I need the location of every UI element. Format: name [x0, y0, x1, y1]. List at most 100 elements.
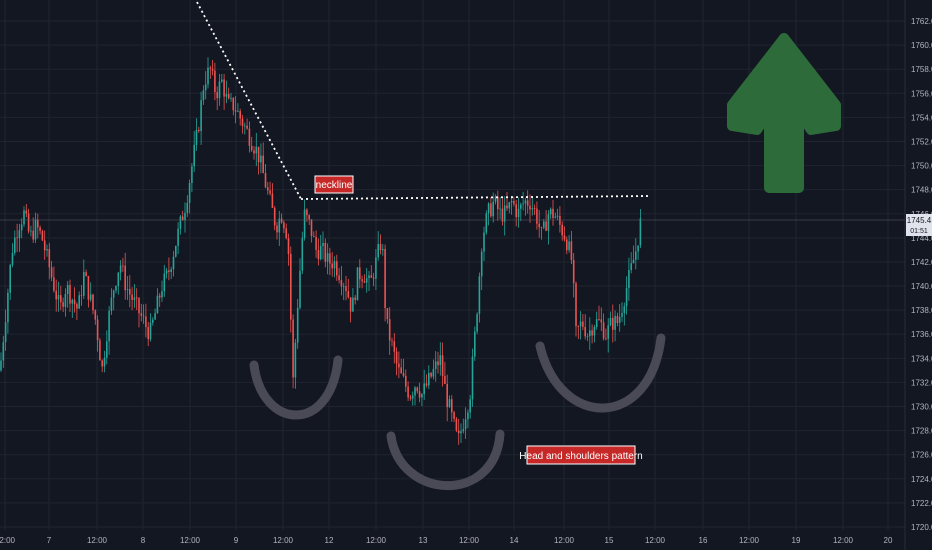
candle-body [621, 313, 623, 317]
x-tick-label: 9 [234, 536, 239, 545]
candle-body [273, 207, 276, 226]
candle-body [503, 205, 506, 222]
y-tick-label: 1756.0 [911, 89, 932, 98]
candle-body [356, 267, 359, 301]
candle-body [232, 97, 235, 111]
candle-body [76, 304, 78, 309]
candle-body [41, 231, 44, 241]
y-tick-label: 1748.0 [911, 186, 932, 195]
candle-body [165, 270, 168, 274]
candle-body [365, 278, 368, 283]
candle-body [23, 210, 25, 225]
candle-body [301, 237, 304, 271]
candle-body [388, 319, 391, 341]
candle-body [554, 216, 557, 218]
candle-body [637, 245, 639, 252]
candle-body [83, 272, 85, 296]
candle-body [593, 327, 596, 336]
candle-body [469, 399, 471, 413]
neckline-label-text: neckline [316, 180, 353, 191]
candle-body [333, 261, 336, 269]
y-tick-label: 1740.0 [911, 282, 932, 291]
candle-body [225, 94, 228, 97]
x-tick-label: 14 [510, 536, 519, 545]
candle-body [584, 326, 586, 337]
candle-body [117, 272, 120, 287]
price-axis[interactable]: 1762.0 1760.0 1758.0 1756.0 1754.0 1752.0 1750… [911, 17, 932, 532]
y-tick-label: 1752.0 [911, 137, 932, 146]
candle-body [269, 190, 271, 194]
candle-body [595, 319, 598, 328]
candle-body [628, 270, 630, 289]
candle-body [386, 308, 389, 320]
candle-body [395, 351, 398, 364]
candle-body [60, 295, 62, 303]
candle-body [492, 201, 494, 217]
candle-body [16, 237, 18, 239]
candle-body [524, 200, 527, 204]
candle-body [73, 299, 76, 305]
candle-body [605, 338, 607, 340]
candle-body [612, 317, 614, 330]
candle-body [561, 224, 563, 236]
candle-body [310, 219, 313, 237]
candle-body [455, 418, 458, 431]
candle-body [9, 264, 11, 293]
time-axis[interactable]: 12:00 7 12:00 8 12:00 9 12:00 12 12:00 13 12:00 14 1… [0, 536, 893, 545]
candle-body [89, 294, 92, 300]
candle-body [200, 100, 202, 131]
candle-body [156, 295, 159, 314]
candle-body [582, 321, 584, 327]
x-tick-label: 12:00 [0, 536, 16, 545]
candle-body [531, 208, 534, 210]
candle-body [140, 313, 143, 316]
y-tick-label: 1728.0 [911, 427, 932, 436]
x-tick-label: 12:00 [739, 536, 760, 545]
candle-body [543, 221, 545, 228]
candle-body [138, 298, 140, 314]
candle-body [94, 310, 97, 320]
candle-body [540, 227, 543, 228]
candle-body [559, 215, 561, 225]
candle-body [618, 316, 621, 323]
candle-body [485, 213, 488, 233]
candle-body [175, 245, 177, 257]
candle-body [453, 412, 455, 419]
candle-body [142, 315, 145, 317]
candle-body [37, 219, 39, 228]
candle-body [218, 81, 221, 99]
candle-body [308, 215, 310, 220]
candle-body [635, 251, 637, 260]
candle-body [632, 259, 635, 264]
pattern-label-text: Head and shoulders pattern [519, 451, 642, 462]
x-tick-label: 12:00 [87, 536, 108, 545]
candle-body [520, 204, 522, 209]
candle-body [478, 276, 481, 314]
candle-body [223, 79, 225, 97]
candle-body [248, 128, 251, 146]
up-arrow-icon [727, 33, 841, 193]
candle-body [255, 146, 258, 154]
candle-body [464, 419, 467, 430]
candle-body [393, 341, 396, 352]
candle-body [490, 203, 492, 217]
candle-body [64, 293, 67, 307]
candle-body [20, 224, 23, 231]
candle-body [370, 275, 373, 278]
y-tick-label: 1730.0 [911, 403, 932, 412]
candle-body [572, 260, 575, 284]
candle-body [34, 219, 37, 240]
candle-body [48, 249, 51, 268]
candle-body [101, 360, 103, 367]
candle-body [246, 125, 248, 129]
candle-body [414, 387, 416, 396]
candle-body [193, 144, 195, 167]
candle-body [161, 291, 163, 298]
candle-body [340, 280, 343, 287]
candle-body [191, 166, 193, 184]
x-tick-label: 20 [884, 536, 893, 545]
candle-body [515, 204, 517, 218]
candle-body [483, 232, 485, 252]
candle-body [379, 244, 382, 251]
